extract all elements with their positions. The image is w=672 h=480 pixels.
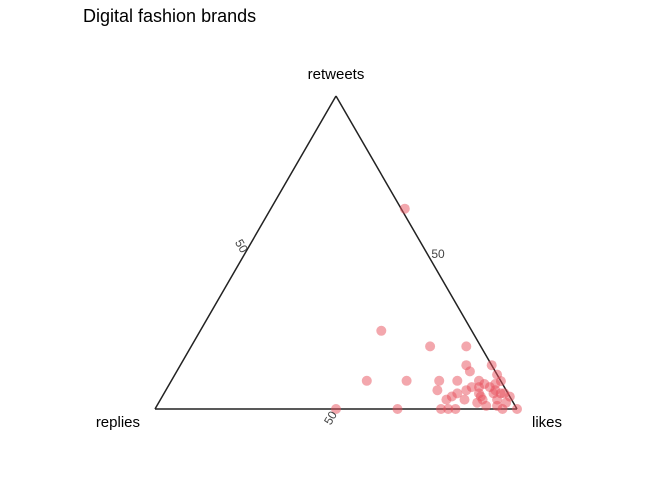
left-edge [154,95,337,410]
chart-title: Digital fashion brands [83,6,256,26]
data-point [452,375,463,386]
data-point [434,375,445,386]
data-point [436,404,446,414]
left-vertex-label: replies [96,414,140,431]
data-point [399,203,410,214]
right-vertex-label: likes [532,414,562,431]
data-point [441,394,452,405]
data-point [401,375,412,386]
data-point [461,385,472,396]
data-point [464,366,475,377]
data-point [497,404,508,414]
points-layer [331,203,522,414]
data-point [376,325,387,336]
data-point [512,404,522,414]
right-edge-tick-label: 50 [431,247,445,261]
data-point [472,397,483,408]
data-point [486,360,497,371]
data-point [459,394,470,405]
data-point [361,375,372,386]
top-vertex-label: retweets [308,66,365,83]
data-point [481,400,492,411]
data-point [461,341,472,352]
right-edge [335,95,518,410]
data-point [331,404,341,414]
data-point [443,404,454,414]
data-point [432,385,443,396]
bottom-edge-tick-label: 50 [321,408,340,427]
data-point [450,404,461,414]
data-point [425,341,436,352]
data-point [392,404,403,414]
left-edge-tick-label: 50 [232,237,251,256]
